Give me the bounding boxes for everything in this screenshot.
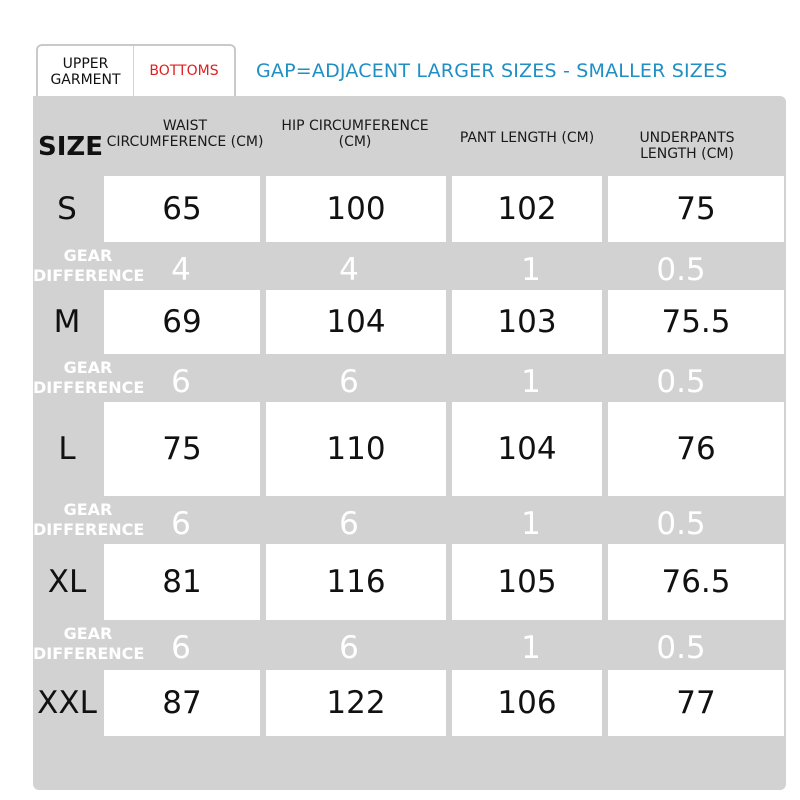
gear-row-3: GEAR DIFFERENCE 6 6 1 0.5 [33, 498, 786, 554]
cell-underpants-length: 76 [608, 402, 784, 496]
tab-upper-garment[interactable]: UPPER GARMENT [38, 46, 134, 96]
cell-waist: 87 [104, 670, 260, 736]
size-row-s: S 65 100 102 75 [36, 176, 784, 242]
cell-size: M [53, 304, 81, 340]
gear-pant: 1 [521, 252, 541, 288]
gear-pant: 1 [521, 364, 541, 400]
gear-waist: 6 [171, 630, 191, 666]
size-row-l: L 75 110 104 76 [36, 402, 784, 496]
cell-underpants-length: 75.5 [608, 290, 784, 354]
gear-under: 0.5 [656, 364, 706, 400]
cell-underpants-length: 75 [608, 176, 784, 242]
gap-note: GAP=ADJACENT LARGER SIZES - SMALLER SIZE… [256, 60, 728, 82]
gear-hip: 6 [339, 506, 359, 542]
tab-bar: UPPER GARMENT BOTTOMS [36, 44, 236, 96]
header-hip: HIP CIRCUMFERENCE (CM) [281, 118, 429, 150]
gear-under: 0.5 [656, 506, 706, 542]
gear-pant: 1 [521, 630, 541, 666]
gear-row-1: GEAR DIFFERENCE 4 4 1 0.5 [33, 244, 786, 300]
cell-hip: 116 [266, 544, 446, 620]
gear-label: GEAR DIFFERENCE [33, 500, 145, 539]
cell-pant-length: 105 [452, 544, 602, 620]
gear-hip: 6 [339, 364, 359, 400]
cell-size: XL [47, 564, 87, 600]
cell-waist: 81 [104, 544, 260, 620]
cell-hip: 104 [266, 290, 446, 354]
cell-size: L [58, 431, 76, 467]
tab-bottoms[interactable]: BOTTOMS [134, 46, 234, 96]
cell-hip: 110 [266, 402, 446, 496]
gear-waist: 4 [171, 252, 191, 288]
size-row-xxl: XXL 87 122 106 77 [36, 670, 784, 736]
size-row-m: M 69 104 103 75.5 [36, 290, 784, 354]
gear-under: 0.5 [656, 630, 706, 666]
gear-waist: 6 [171, 506, 191, 542]
cell-hip: 100 [266, 176, 446, 242]
cell-pant-length: 103 [452, 290, 602, 354]
cell-pant-length: 106 [452, 670, 602, 736]
cell-waist: 69 [104, 290, 260, 354]
cell-size: S [57, 191, 77, 227]
cell-hip: 122 [266, 670, 446, 736]
gear-hip: 6 [339, 630, 359, 666]
gear-hip: 4 [339, 252, 359, 288]
gear-under: 0.5 [656, 252, 706, 288]
header-waist: WAIST CIRCUMFERENCE (CM) [106, 118, 264, 150]
gear-row-2: GEAR DIFFERENCE 6 6 1 0.5 [33, 356, 786, 412]
cell-size: XXL [37, 685, 97, 721]
cell-waist: 65 [104, 176, 260, 242]
gear-label: GEAR DIFFERENCE [33, 358, 145, 397]
cell-underpants-length: 77 [608, 670, 784, 736]
gear-label: GEAR DIFFERENCE [33, 246, 145, 285]
header-pant-length: PANT LENGTH (CM) [459, 130, 595, 146]
tab-bottoms-label: BOTTOMS [149, 63, 219, 79]
tab-upper-label: UPPER GARMENT [50, 56, 121, 88]
cell-pant-length: 102 [452, 176, 602, 242]
cell-waist: 75 [104, 402, 260, 496]
gear-waist: 6 [171, 364, 191, 400]
gear-label: GEAR DIFFERENCE [33, 624, 145, 663]
cell-underpants-length: 76.5 [608, 544, 784, 620]
gear-row-4: GEAR DIFFERENCE 6 6 1 0.5 [33, 622, 786, 678]
size-row-xl: XL 81 116 105 76.5 [36, 544, 784, 620]
gear-pant: 1 [521, 506, 541, 542]
header-size: SIZE [38, 132, 104, 162]
cell-pant-length: 104 [452, 402, 602, 496]
header-underpants-length: UNDERPANTS LENGTH (CM) [639, 130, 735, 162]
